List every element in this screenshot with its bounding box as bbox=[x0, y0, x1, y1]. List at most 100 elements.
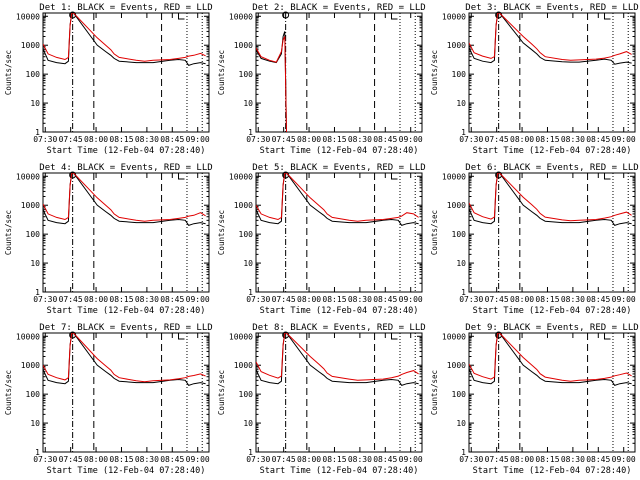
y-tick-label: 100 bbox=[452, 390, 467, 399]
events-series-line bbox=[469, 333, 632, 386]
x-axis-label: Start Time (12-Feb-04 07:28:40) bbox=[260, 306, 419, 316]
x-tick-label: 08:00 bbox=[84, 295, 108, 304]
bracket-marker bbox=[391, 332, 398, 340]
plot-frame bbox=[255, 172, 423, 293]
plot-frame bbox=[42, 332, 210, 453]
y-tick-label: 100 bbox=[239, 70, 254, 79]
x-tick-label: 07:45 bbox=[272, 135, 296, 144]
x-tick-label: 07:45 bbox=[272, 455, 296, 464]
circle-marker bbox=[282, 11, 290, 19]
x-tick-label: 08:15 bbox=[109, 295, 133, 304]
y-tick-label: 10 bbox=[456, 259, 466, 268]
x-tick-label: 07:30 bbox=[246, 295, 270, 304]
y-tick-label: 10 bbox=[30, 259, 40, 268]
y-axis-label: Counts/sec bbox=[4, 50, 13, 95]
x-tick-label: 07:30 bbox=[246, 455, 270, 464]
x-tick-label: 08:45 bbox=[586, 135, 610, 144]
y-tick-label: 10000 bbox=[229, 12, 253, 21]
y-axis-label: Counts/sec bbox=[430, 210, 439, 255]
y-tick-label: 10000 bbox=[229, 172, 253, 181]
y-tick-label: 10 bbox=[456, 99, 466, 108]
x-axis-label: Start Time (12-Feb-04 07:28:40) bbox=[473, 146, 632, 156]
x-tick-label: 07:30 bbox=[459, 295, 483, 304]
y-tick-label: 10000 bbox=[229, 332, 253, 341]
y-tick-label: 100 bbox=[26, 390, 41, 399]
x-tick-label: 09:00 bbox=[186, 135, 210, 144]
detector-panel-9: Det 9: BLACK = Events, RED = LLD 1 10 100 10… bbox=[430, 323, 639, 476]
x-axis-label: Start Time (12-Feb-04 07:28:40) bbox=[473, 306, 632, 316]
x-tick-label: 08:15 bbox=[322, 295, 346, 304]
x-tick-label: 08:00 bbox=[297, 135, 321, 144]
detector-panel-1: Det 1: BLACK = Events, RED = LLD 1 10 100 10… bbox=[4, 3, 213, 156]
lld-series-line bbox=[43, 333, 206, 383]
panel-title: Det 4: BLACK = Events, RED = LLD bbox=[39, 163, 212, 173]
x-tick-label: 08:00 bbox=[297, 295, 321, 304]
bracket-marker bbox=[178, 12, 185, 20]
events-series-line bbox=[256, 173, 419, 226]
y-tick-label: 1 bbox=[248, 288, 253, 297]
y-axis-label: Counts/sec bbox=[217, 210, 226, 255]
y-tick-label: 1000 bbox=[21, 361, 40, 370]
x-tick-label: 07:30 bbox=[459, 135, 483, 144]
panel-title: Det 3: BLACK = Events, RED = LLD bbox=[465, 3, 638, 13]
x-tick-label: 08:00 bbox=[510, 455, 534, 464]
x-tick-label: 08:45 bbox=[586, 455, 610, 464]
x-tick-label: 07:30 bbox=[33, 295, 57, 304]
x-tick-label: 08:45 bbox=[373, 135, 397, 144]
panel-title: Det 2: BLACK = Events, RED = LLD bbox=[252, 3, 425, 13]
x-tick-label: 07:30 bbox=[246, 135, 270, 144]
plot-frame bbox=[468, 12, 636, 133]
x-tick-label: 08:15 bbox=[535, 135, 559, 144]
x-tick-label: 07:45 bbox=[59, 455, 83, 464]
y-tick-label: 100 bbox=[26, 70, 41, 79]
x-tick-label: 08:30 bbox=[348, 455, 372, 464]
x-tick-label: 09:00 bbox=[399, 295, 423, 304]
x-tick-label: 07:45 bbox=[485, 295, 509, 304]
detector-panel-8: Det 8: BLACK = Events, RED = LLD 1 10 100 10… bbox=[217, 323, 426, 476]
panel-title: Det 6: BLACK = Events, RED = LLD bbox=[465, 163, 638, 173]
x-tick-label: 08:15 bbox=[535, 455, 559, 464]
x-tick-label: 08:45 bbox=[373, 455, 397, 464]
events-series-line bbox=[256, 31, 287, 132]
plot-frame bbox=[468, 332, 636, 453]
x-tick-label: 08:45 bbox=[160, 135, 184, 144]
y-tick-label: 1 bbox=[248, 128, 253, 137]
lld-series-line bbox=[256, 333, 419, 381]
x-tick-label: 09:00 bbox=[186, 455, 210, 464]
x-tick-label: 08:15 bbox=[109, 455, 133, 464]
x-tick-label: 07:45 bbox=[59, 135, 83, 144]
x-tick-label: 08:30 bbox=[561, 455, 585, 464]
lld-series-line bbox=[469, 333, 632, 382]
y-axis-label: Counts/sec bbox=[4, 370, 13, 415]
x-tick-label: 08:15 bbox=[109, 135, 133, 144]
x-tick-label: 08:15 bbox=[322, 135, 346, 144]
y-tick-label: 1 bbox=[461, 288, 466, 297]
x-tick-label: 09:00 bbox=[399, 455, 423, 464]
y-tick-label: 1 bbox=[35, 288, 40, 297]
y-axis-label: Counts/sec bbox=[430, 50, 439, 95]
bracket-marker bbox=[178, 172, 185, 180]
x-tick-label: 08:45 bbox=[373, 295, 397, 304]
y-tick-label: 100 bbox=[239, 230, 254, 239]
x-axis-label: Start Time (12-Feb-04 07:28:40) bbox=[260, 146, 419, 156]
detector-panel-5: Det 5: BLACK = Events, RED = LLD 1 10 100 10… bbox=[217, 163, 426, 316]
x-tick-label: 08:30 bbox=[348, 295, 372, 304]
x-tick-label: 08:15 bbox=[535, 295, 559, 304]
x-tick-label: 08:00 bbox=[84, 135, 108, 144]
x-tick-label: 08:15 bbox=[322, 455, 346, 464]
x-tick-label: 08:00 bbox=[510, 295, 534, 304]
x-tick-label: 08:30 bbox=[348, 135, 372, 144]
y-tick-label: 10000 bbox=[442, 172, 466, 181]
lld-series-line bbox=[469, 13, 632, 61]
detector-panel-6: Det 6: BLACK = Events, RED = LLD 1 10 100 10… bbox=[430, 163, 639, 316]
panel-title: Det 8: BLACK = Events, RED = LLD bbox=[252, 323, 425, 333]
panel-title: Det 9: BLACK = Events, RED = LLD bbox=[465, 323, 638, 333]
detector-panel-2: Det 2: BLACK = Events, RED = LLD 1 10 100 10… bbox=[217, 3, 426, 156]
y-tick-label: 10000 bbox=[442, 332, 466, 341]
x-tick-label: 07:30 bbox=[33, 455, 57, 464]
y-tick-label: 10000 bbox=[16, 332, 40, 341]
x-tick-label: 07:45 bbox=[485, 455, 509, 464]
bracket-marker bbox=[178, 332, 185, 340]
plot-frame bbox=[42, 12, 210, 133]
